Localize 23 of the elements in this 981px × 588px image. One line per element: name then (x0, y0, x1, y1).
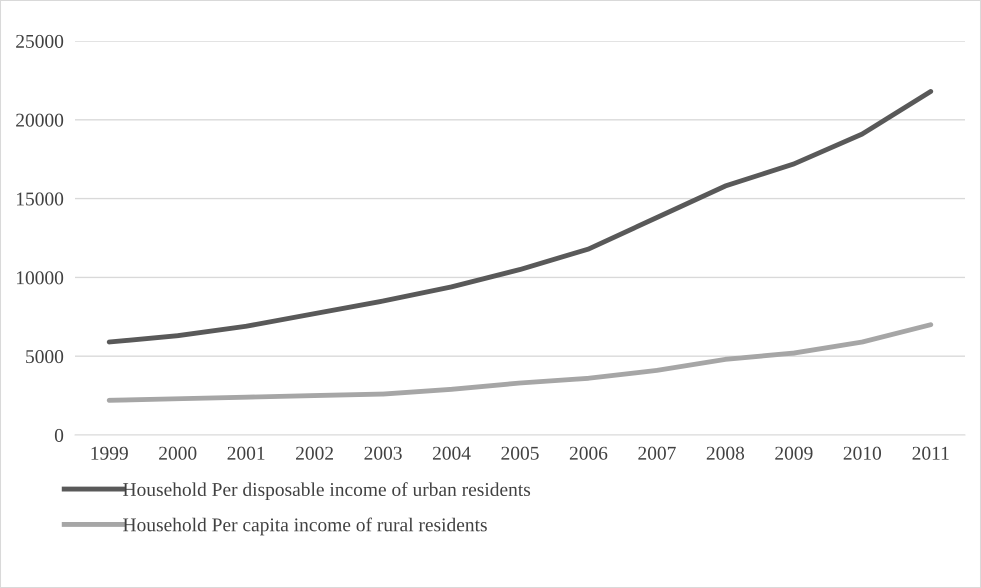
x-tick-label: 2006 (570, 446, 608, 460)
y-tick-label: 0 (54, 428, 64, 442)
x-tick-label: 2005 (501, 446, 539, 460)
x-tick-label: 2007 (638, 446, 676, 460)
x-tick-label: 2001 (228, 446, 264, 460)
y-tick-label: 15000 (16, 192, 64, 206)
legend-label: Household Per disposable income of urban residents (123, 482, 530, 500)
x-tick-label: 2009 (775, 446, 812, 460)
x-tick-label: 2008 (706, 446, 744, 460)
y-tick-label: 25000 (16, 34, 64, 48)
x-tick-label: 2004 (432, 446, 471, 460)
x-tick-label: 2011 (912, 446, 949, 460)
line-series (106, 322, 934, 403)
x-tick-label: 1999 (91, 446, 128, 460)
legend-label: Household Per capita income of rural residents (123, 518, 487, 536)
x-tick-label: 2002 (296, 446, 333, 460)
line-series (106, 89, 934, 344)
x-tick-label: 2003 (364, 446, 402, 460)
x-tick-label: 2000 (159, 446, 196, 460)
y-tick-label: 5000 (26, 350, 64, 364)
y-tick-label: 10000 (16, 271, 64, 284)
x-tick-label: 2010 (844, 446, 882, 460)
y-tick-label: 20000 (16, 114, 64, 127)
